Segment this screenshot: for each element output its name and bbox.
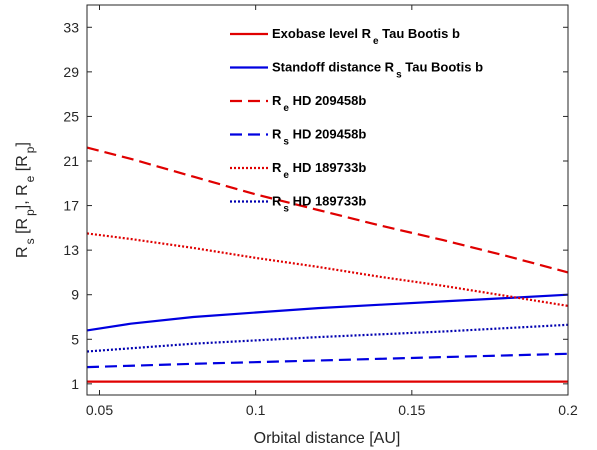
y-tick-label: 29 xyxy=(63,64,79,80)
y-tick-label: 33 xyxy=(63,19,79,35)
y-tick-label: 21 xyxy=(63,153,79,169)
x-axis: 0.05 0.1 0.15 0.2 xyxy=(86,5,578,418)
x-tick-label: 0.2 xyxy=(558,402,578,418)
series-line-3 xyxy=(86,146,569,274)
series-line-4 xyxy=(86,352,569,369)
y-axis: 1 5 9 13 17 21 25 29 33 xyxy=(63,19,568,392)
y-tick-label: 13 xyxy=(63,242,79,258)
series-line-2 xyxy=(86,293,569,332)
y-tick-label: 9 xyxy=(71,287,79,303)
y-tick-label: 17 xyxy=(63,198,79,214)
x-tick-label: 0.05 xyxy=(86,402,113,418)
y-tick-label: 1 xyxy=(71,376,79,392)
y-axis-label: Rs [Rp], Re [Rp] xyxy=(14,142,37,258)
y-tick-label: 25 xyxy=(63,108,79,124)
series-layer xyxy=(86,146,569,383)
x-tick-label: 0.15 xyxy=(398,402,425,418)
y-tick-label: 5 xyxy=(71,331,79,347)
plot-frame xyxy=(86,4,569,396)
x-axis-label: Orbital distance [AU] xyxy=(254,430,401,447)
series-line-5 xyxy=(86,232,569,307)
x-tick-label: 0.1 xyxy=(246,402,266,418)
